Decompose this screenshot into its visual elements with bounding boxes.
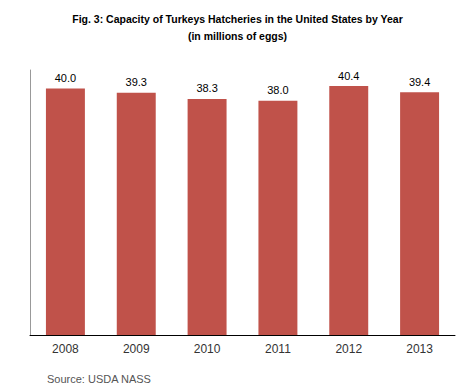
svg-text:Source: USDA NASS: Source: USDA NASS bbox=[47, 373, 151, 385]
svg-text:2008: 2008 bbox=[52, 342, 79, 356]
svg-text:2010: 2010 bbox=[194, 342, 221, 356]
svg-text:39.3: 39.3 bbox=[126, 76, 147, 88]
svg-text:38.3: 38.3 bbox=[196, 82, 217, 94]
svg-text:39.4: 39.4 bbox=[409, 76, 430, 88]
svg-text:2012: 2012 bbox=[335, 342, 362, 356]
svg-text:40.0: 40.0 bbox=[55, 72, 76, 84]
svg-text:(in millions of eggs): (in millions of eggs) bbox=[188, 30, 287, 42]
svg-text:2011: 2011 bbox=[265, 342, 291, 356]
svg-text:2013: 2013 bbox=[406, 342, 433, 356]
svg-text:2009: 2009 bbox=[123, 342, 150, 356]
svg-text:38.0: 38.0 bbox=[267, 84, 288, 96]
svg-text:Fig. 3: Capacity of Turkeys Ha: Fig. 3: Capacity of Turkeys Hatcheries i… bbox=[72, 13, 402, 25]
svg-text:40.4: 40.4 bbox=[338, 70, 359, 82]
